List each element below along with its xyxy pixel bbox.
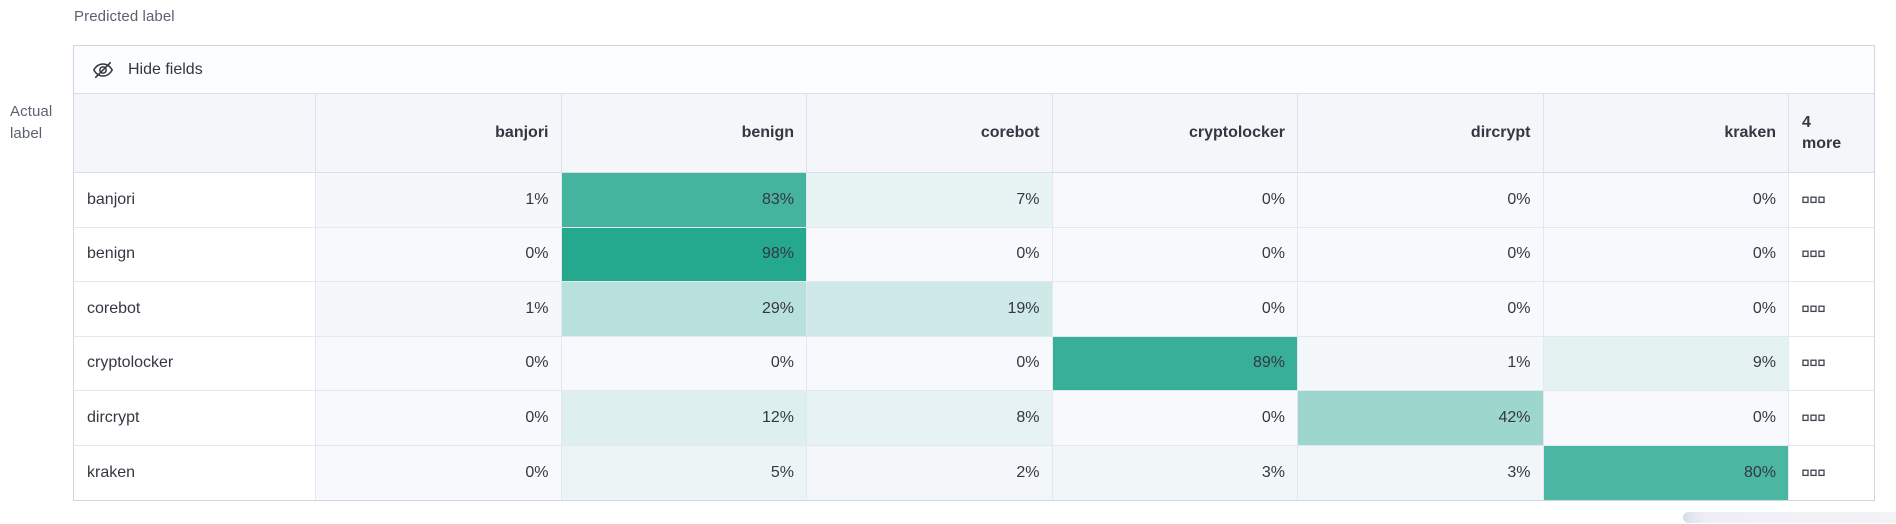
matrix-cell-corebot-kraken: 0% (1543, 282, 1789, 337)
column-header-cryptolocker: cryptolocker (1052, 94, 1298, 173)
table-row-dircrypt: dircrypt 0% 12% 8% 0% 42% 0% (74, 391, 1874, 446)
row-overflow-cell (1789, 391, 1874, 446)
row-label-cell: cryptolocker (74, 336, 316, 391)
boxes-horizontal-icon (1802, 250, 1825, 258)
row-overflow-cell (1789, 445, 1874, 500)
row-label-cell: kraken (74, 445, 316, 500)
more-count: 4 (1802, 114, 1811, 131)
matrix-cell-benign-dircrypt: 0% (1298, 227, 1544, 282)
actual-label-axis: Actual label (10, 101, 52, 145)
matrix-cell-cryptolocker-benign: 0% (561, 336, 807, 391)
matrix-cell-banjori-corebot: 7% (807, 173, 1053, 228)
boxes-horizontal-icon (1802, 414, 1825, 421)
matrix-cell-dircrypt-corebot: 8% (807, 391, 1053, 446)
table-row-banjori: banjori 1% 83% 7% 0% 0% 0% (74, 173, 1874, 228)
column-header-benign: benign (561, 94, 807, 173)
matrix-cell-kraken-banjori: 0% (316, 445, 562, 500)
matrix-cell-dircrypt-cryptolocker: 0% (1052, 391, 1298, 446)
matrix-cell-dircrypt-benign: 12% (561, 391, 807, 446)
column-header-banjori: banjori (316, 94, 562, 173)
confusion-matrix-panel: Hide fields banjori benign corebot cryptolo… (73, 45, 1875, 501)
matrix-cell-corebot-benign: 29% (561, 282, 807, 337)
table-row-corebot: corebot 1% 29% 19% 0% 0% 0% (74, 282, 1874, 337)
matrix-cell-kraken-cryptolocker: 3% (1052, 445, 1298, 500)
table-row-kraken: kraken 0% 5% 2% 3% 3% 80% (74, 445, 1874, 500)
matrix-cell-corebot-banjori: 1% (316, 282, 562, 337)
matrix-cell-kraken-corebot: 2% (807, 445, 1053, 500)
hide-fields-label: Hide fields (128, 60, 203, 78)
eye-closed-icon (92, 61, 114, 78)
boxes-horizontal-icon (1802, 359, 1825, 367)
row-label-cell: banjori (74, 173, 316, 228)
matrix-cell-cryptolocker-kraken: 9% (1543, 336, 1789, 391)
boxes-horizontal-icon (1802, 196, 1825, 203)
row-overflow-cell (1789, 227, 1874, 282)
matrix-rows: banjori 1% 83% 7% 0% 0% 0% (74, 173, 1874, 500)
matrix-cell-corebot-dircrypt: 0% (1298, 282, 1544, 337)
matrix-cell-banjori-benign: 83% (561, 173, 807, 228)
matrix-cell-cryptolocker-corebot: 0% (807, 336, 1053, 391)
matrix-cell-corebot-cryptolocker: 0% (1052, 282, 1298, 337)
table-row-cryptolocker: cryptolocker 0% 0% 0% 89% 1% (74, 336, 1874, 391)
column-header-more: 4 more (1789, 94, 1874, 173)
row-label-cell: corebot (74, 282, 316, 337)
actual-label-line2: label (10, 125, 43, 142)
matrix-cell-dircrypt-dircrypt: 42% (1298, 391, 1544, 446)
corner-header-cell (74, 94, 316, 173)
column-header-row: banjori benign corebot cryptolocker dircrypt… (74, 94, 1874, 173)
row-overflow-cell (1789, 336, 1874, 391)
matrix-cell-cryptolocker-cryptolocker: 89% (1052, 336, 1298, 391)
matrix-cell-dircrypt-banjori: 0% (316, 391, 562, 446)
matrix-cell-dircrypt-kraken: 0% (1543, 391, 1789, 446)
matrix-cell-banjori-dircrypt: 0% (1298, 173, 1544, 228)
column-header-dircrypt: dircrypt (1298, 94, 1544, 173)
predicted-label-axis: Predicted label (74, 8, 175, 25)
matrix-cell-benign-cryptolocker: 0% (1052, 227, 1298, 282)
matrix-cell-cryptolocker-banjori: 0% (316, 336, 562, 391)
row-label-cell: benign (74, 227, 316, 282)
matrix-cell-benign-banjori: 0% (316, 227, 562, 282)
column-header-kraken: kraken (1543, 94, 1789, 173)
matrix-cell-cryptolocker-dircrypt: 1% (1298, 336, 1544, 391)
row-overflow-cell (1789, 173, 1874, 228)
row-label-cell: dircrypt (74, 391, 316, 446)
matrix-cell-benign-benign: 98% (561, 227, 807, 282)
matrix-cell-banjori-banjori: 1% (316, 173, 562, 228)
more-word: more (1802, 135, 1842, 152)
matrix-cell-banjori-cryptolocker: 0% (1052, 173, 1298, 228)
matrix-cell-banjori-kraken: 0% (1543, 173, 1789, 228)
matrix-cell-benign-corebot: 0% (807, 227, 1053, 282)
row-overflow-cell (1789, 282, 1874, 337)
boxes-horizontal-icon (1802, 305, 1825, 312)
horizontal-scrollbar[interactable] (1683, 512, 1896, 523)
table-row-benign: benign 0% 98% 0% 0% 0% 0% (74, 227, 1874, 282)
matrix-cell-corebot-corebot: 19% (807, 282, 1053, 337)
actual-label-line1: Actual (10, 103, 53, 120)
matrix-cell-benign-kraken: 0% (1543, 227, 1789, 282)
hide-fields-button[interactable]: Hide fields (74, 46, 1874, 94)
column-header-corebot: corebot (807, 94, 1053, 173)
matrix-cell-kraken-dircrypt: 3% (1298, 445, 1544, 500)
matrix-cell-kraken-kraken: 80% (1543, 445, 1789, 500)
matrix-cell-kraken-benign: 5% (561, 445, 807, 500)
boxes-horizontal-icon (1802, 469, 1825, 476)
